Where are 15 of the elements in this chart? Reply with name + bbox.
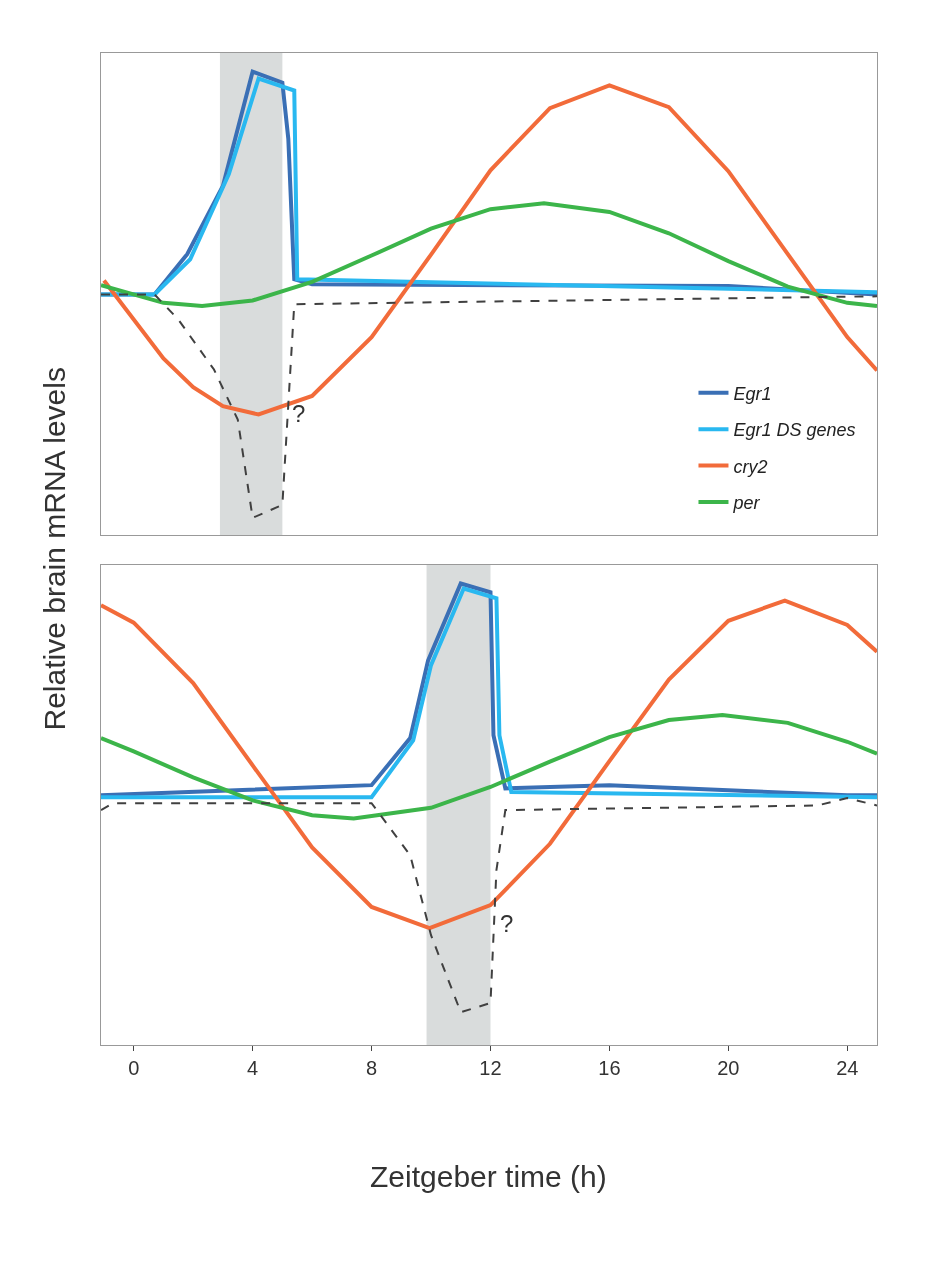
x-tick-label: 12 — [479, 1057, 502, 1079]
x-tick-label: 4 — [247, 1057, 259, 1079]
x-tick-label: 0 — [128, 1057, 140, 1079]
x-tick-label: 8 — [366, 1057, 378, 1079]
annotation: ? — [292, 400, 306, 427]
x-tick-label: 20 — [717, 1057, 740, 1079]
x-tick-label: 16 — [598, 1057, 621, 1079]
annotation: ? — [500, 910, 514, 937]
x-tick-label: 24 — [836, 1057, 859, 1079]
legend-label: cry2 — [733, 456, 768, 477]
legend-label: Egr1 DS genes — [733, 420, 856, 441]
legend-label: Egr1 — [733, 383, 772, 404]
legend-label: per — [732, 492, 761, 513]
x-axis-title: Zeitgeber time (h) — [370, 1160, 607, 1193]
y-axis-title: Relative brain mRNA levels — [37, 367, 71, 731]
